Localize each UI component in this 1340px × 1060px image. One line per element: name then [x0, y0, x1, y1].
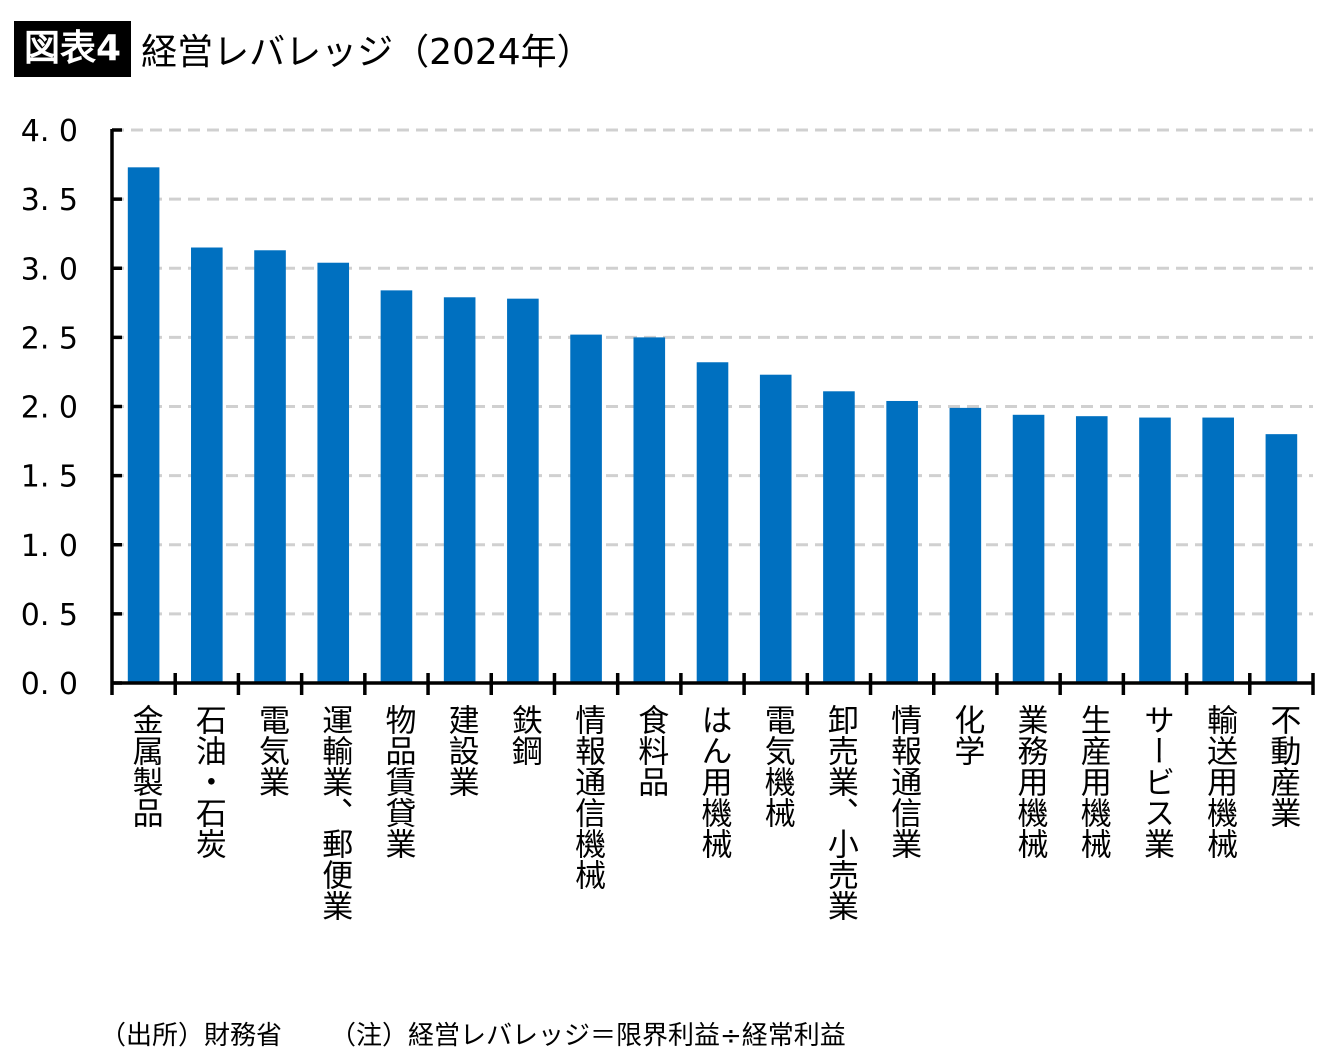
bar-9 — [633, 337, 666, 683]
bar-1 — [127, 167, 160, 683]
x-tick-label: 金属製品 — [126, 704, 163, 828]
bar-16 — [1075, 416, 1108, 683]
y-tick-labels: 0. 0 0. 5 1. 0 1. 5 2. 0 2. 5 3. 0 3. 5 4. 0 — [21, 114, 78, 702]
bar-6 — [443, 297, 476, 683]
bar-2 — [191, 247, 223, 683]
y-tick-label: 2. 5 — [21, 321, 78, 356]
bar-19 — [1265, 434, 1298, 683]
chart-title: 経営レバレッジ（2024年） — [141, 32, 593, 73]
x-tick-label: はん用機械 — [695, 704, 732, 859]
bar-chart: 0. 0 0. 5 1. 0 1. 5 2. 0 2. 5 3. 0 3. 5 4. 0 — [21, 114, 1315, 702]
y-tick-label: 1. 5 — [21, 460, 78, 495]
x-tick-label: 電気業 — [253, 704, 290, 797]
formula-note: （注）経営レバレッジ＝限界利益÷経常利益 — [330, 1021, 846, 1051]
x-tick-label: サービス業 — [1137, 704, 1174, 859]
x-tick-label: 化学 — [948, 704, 985, 766]
bar-11 — [759, 374, 792, 683]
x-tick-label: 卸売業、小売業 — [821, 704, 858, 921]
x-tick-label: 生産用機械 — [1074, 704, 1111, 859]
y-tick-label: 2. 0 — [21, 391, 78, 426]
x-tick-label: 輸送用機械 — [1201, 704, 1238, 859]
bar-17 — [1139, 417, 1171, 683]
y-tick-label: 0. 0 — [21, 667, 78, 702]
bars — [127, 167, 1298, 683]
figure-number-badge: 図表4 — [14, 21, 132, 77]
x-tick-label: 運輸業、郵便業 — [316, 704, 353, 921]
x-tick-label: 建設業 — [442, 704, 479, 797]
bar-13 — [886, 400, 918, 683]
y-tick-label: 3. 0 — [21, 252, 78, 287]
y-tick-label: 4. 0 — [21, 114, 78, 149]
source-note: （出所）財務省 — [100, 1021, 283, 1051]
x-tick-label: 鉄鋼 — [505, 704, 542, 766]
x-tick-label: 情報通信業 — [885, 704, 922, 859]
y-tick-label: 3. 5 — [21, 183, 78, 218]
x-tick-label: 物品賃貸業 — [379, 704, 416, 859]
bar-14 — [949, 407, 982, 683]
bar-4 — [317, 262, 350, 683]
bar-18 — [1202, 417, 1234, 683]
bar-3 — [254, 250, 286, 683]
x-tick-label: 石油・石炭 — [189, 704, 226, 859]
bar-12 — [823, 391, 855, 683]
x-tick-label: 業務用機械 — [1011, 704, 1048, 859]
x-tick-label: 不動産業 — [1264, 704, 1301, 828]
bar-8 — [570, 334, 602, 683]
y-tick-label: 1. 0 — [21, 529, 78, 564]
bar-15 — [1012, 414, 1045, 683]
axes — [110, 128, 1315, 695]
bar-10 — [696, 362, 729, 683]
footer: （出所）財務省 （注）経営レバレッジ＝限界利益÷経常利益 — [100, 1015, 894, 1052]
chart-title-row: 図表4 経営レバレッジ（2024年） — [14, 20, 593, 78]
x-tick-label: 情報通信機械 — [569, 704, 606, 890]
bar-5 — [380, 290, 413, 683]
y-tick-label: 0. 5 — [21, 598, 78, 633]
x-tick-label: 食料品 — [632, 704, 669, 797]
bar-7 — [507, 298, 539, 683]
x-tick-label: 電気機械 — [758, 704, 795, 828]
